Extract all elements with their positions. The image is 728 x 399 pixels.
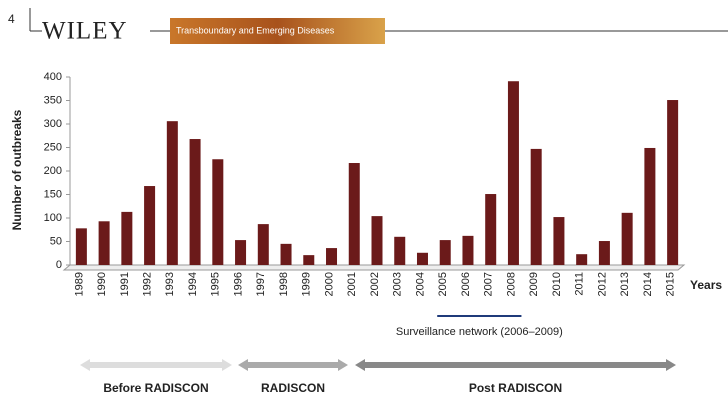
x-tick-label: 2002	[369, 272, 381, 296]
x-tick-label: 1995	[210, 272, 222, 296]
publisher: WILEY	[42, 18, 128, 45]
x-tick-label: 1990	[96, 272, 108, 296]
bar	[371, 216, 383, 265]
bar	[667, 100, 679, 265]
bar	[439, 240, 451, 265]
axis-floor	[62, 264, 686, 271]
y-tick-label: 150	[44, 188, 62, 200]
bar	[166, 121, 178, 266]
x-tick-label: 2009	[528, 272, 540, 296]
y-tick-label: 400	[44, 71, 62, 83]
y-tick-label: 250	[44, 141, 62, 153]
x-tick-label: 2004	[414, 272, 426, 296]
period-arrow	[80, 359, 232, 371]
page-number: 4	[8, 12, 15, 26]
x-tick-label: 2001	[346, 272, 358, 296]
x-tick-label: 1998	[278, 272, 290, 296]
bar	[394, 236, 406, 265]
period-arrow	[355, 359, 676, 371]
period-label: RADISCON	[261, 381, 325, 395]
period-label: Before RADISCON	[103, 381, 208, 395]
bar	[144, 186, 156, 265]
y-axis-label: Number of outbreaks	[10, 109, 24, 230]
x-tick-label: 2012	[596, 272, 608, 296]
bar	[75, 228, 87, 265]
x-tick-label: 2007	[483, 272, 495, 296]
x-tick-label: 2008	[505, 272, 517, 296]
bar	[326, 248, 338, 265]
x-tick-label: 2014	[642, 272, 654, 296]
bar	[598, 241, 610, 265]
y-tick-label: 50	[50, 235, 62, 247]
y-tick-label: 300	[44, 118, 62, 130]
y-tick-label: 100	[44, 212, 62, 224]
y-tick-label: 0	[56, 259, 62, 271]
x-tick-label: 1991	[119, 272, 131, 296]
x-tick-label: 1996	[232, 272, 244, 296]
period-label: Post RADISCON	[469, 381, 562, 395]
bar	[416, 252, 428, 265]
x-tick-label: 2003	[392, 272, 404, 296]
y-tick-label: 350	[44, 94, 62, 106]
journal-name: Transboundary and Emerging Diseases	[176, 25, 335, 35]
bar	[280, 243, 292, 265]
x-tick-label: 1992	[141, 272, 153, 296]
y-tick-label: 200	[44, 165, 62, 177]
bar	[621, 212, 633, 265]
bar	[530, 148, 542, 265]
bar	[212, 159, 224, 265]
bar	[303, 255, 315, 265]
bar	[507, 81, 519, 265]
x-tick-label: 2000	[323, 272, 335, 296]
surveillance-label: Surveillance network (2006–2009)	[396, 326, 563, 338]
bar	[462, 235, 474, 265]
period-arrow	[238, 359, 348, 371]
bar	[257, 224, 269, 265]
bar	[644, 147, 656, 265]
bar	[98, 221, 110, 265]
bar	[189, 139, 201, 265]
bar	[121, 211, 133, 265]
x-tick-label: 1993	[164, 272, 176, 296]
bar	[348, 163, 360, 265]
x-tick-label: 1989	[73, 272, 85, 296]
x-tick-label: 2015	[665, 272, 677, 296]
x-tick-label: 1999	[301, 272, 313, 296]
x-tick-label: 2010	[551, 272, 563, 296]
x-tick-label: 2011	[574, 272, 586, 296]
x-tick-label: 2013	[619, 272, 631, 296]
bar	[576, 254, 588, 265]
x-tick-label: 1997	[255, 272, 267, 296]
x-axis-label: Years	[690, 278, 722, 292]
x-tick-label: 2006	[460, 272, 472, 296]
bar	[235, 240, 247, 265]
bar	[485, 194, 497, 265]
journal-banner	[170, 18, 385, 44]
bar	[553, 217, 565, 265]
x-tick-label: 1994	[187, 272, 199, 296]
x-tick-label: 2005	[437, 272, 449, 296]
